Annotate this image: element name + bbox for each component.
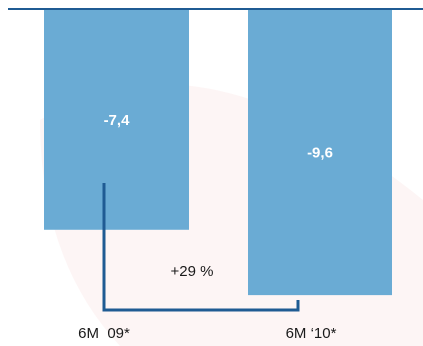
bar-2 [248, 10, 392, 296]
bar-value-label-1: -7,4 [104, 112, 131, 129]
change-bracket [102, 183, 300, 312]
bars-group: -7,4 -9,6 [44, 10, 392, 296]
category-labels-group: 6M 09* 6M ‘10* [78, 325, 336, 342]
category-label-1: 6M 09* [78, 325, 130, 342]
change-annotation: +29 % [171, 263, 214, 280]
category-label-2: 6M ‘10* [286, 325, 337, 342]
bar-value-label-2: -9,6 [307, 145, 333, 162]
bar-1 [44, 10, 189, 230]
